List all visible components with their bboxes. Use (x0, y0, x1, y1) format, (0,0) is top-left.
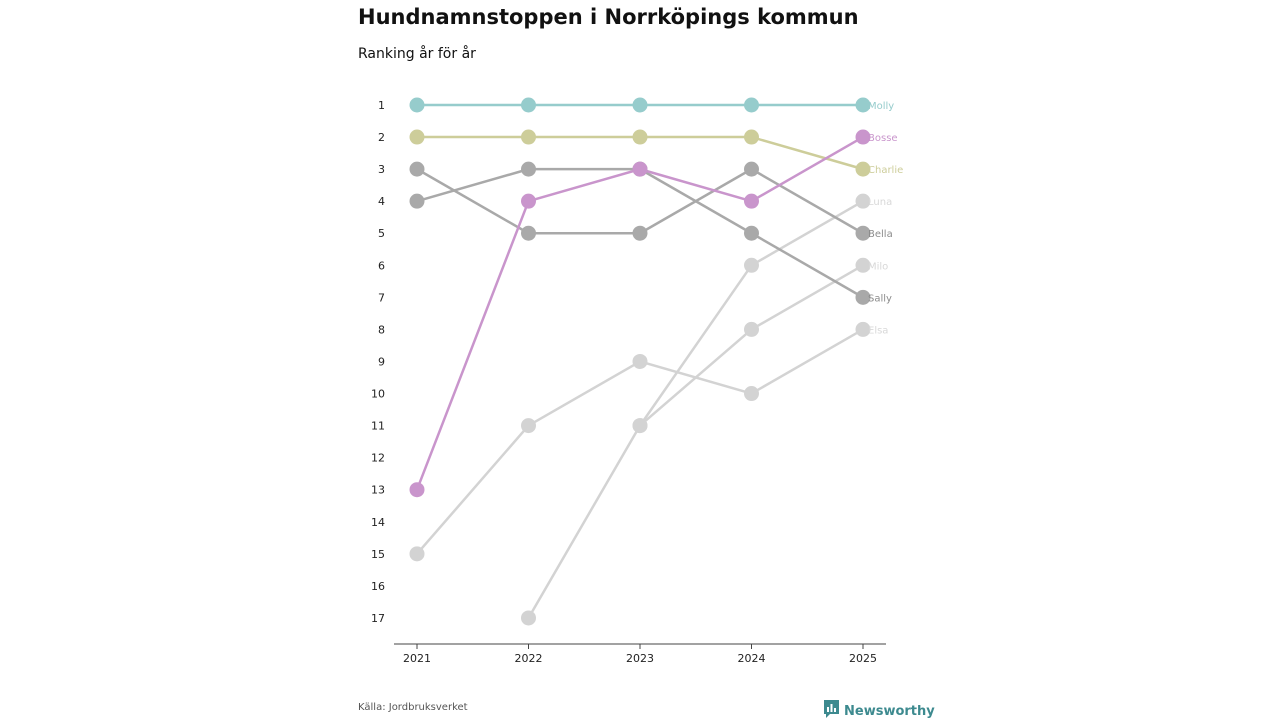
y-tick-label: 9 (378, 355, 385, 368)
data-point-milo (632, 418, 648, 434)
data-point-sally (855, 225, 871, 241)
data-point-bosse (632, 161, 648, 177)
data-point-bosse (744, 193, 759, 209)
series-label-milo: Milo (868, 261, 888, 272)
y-tick-label: 12 (371, 452, 385, 465)
y-tick-label: 10 (371, 388, 385, 401)
data-point-milo (855, 257, 871, 273)
brand-name: Newsworthy (844, 703, 935, 719)
data-point-luna (521, 610, 536, 626)
data-point-molly (744, 97, 759, 113)
data-point-luna (744, 257, 759, 273)
series-points (409, 97, 871, 626)
series-label-luna: Luna (868, 197, 892, 208)
data-point-molly (521, 97, 536, 113)
data-point-bosse (855, 129, 871, 145)
data-point-molly (632, 97, 648, 113)
data-point-bosse (409, 482, 425, 498)
chart-subtitle: Ranking år för år (358, 46, 476, 62)
data-point-elsa (855, 321, 871, 337)
data-point-charlie (521, 129, 536, 145)
y-tick-label: 15 (371, 548, 385, 561)
series-line-luna (527, 200, 864, 619)
series-end-labels: Molly Bosse Charlie Luna Bella Milo Sally Elsa (868, 101, 903, 336)
data-point-bella (521, 161, 536, 177)
series-label-bosse: Bosse (868, 133, 898, 144)
data-point-charlie (632, 129, 648, 145)
x-axis-ticks: 2021 2022 2023 2024 2025 (403, 644, 877, 665)
y-tick-label: 7 (378, 291, 385, 304)
x-tick-label: 2023 (626, 652, 654, 665)
y-tick-label: 6 (378, 259, 385, 272)
y-tick-label: 13 (371, 484, 385, 497)
series-line-bosse (415, 135, 864, 491)
data-point-elsa (744, 386, 759, 402)
x-tick-label: 2022 (515, 652, 543, 665)
y-tick-label: 5 (378, 227, 385, 240)
y-tick-label: 1 (378, 99, 385, 112)
y-tick-label: 3 (378, 163, 385, 176)
data-point-molly (855, 97, 871, 113)
data-point-elsa (521, 418, 536, 434)
data-point-bella (744, 225, 759, 241)
y-tick-label: 2 (378, 131, 385, 144)
series-label-elsa: Elsa (868, 325, 888, 336)
y-tick-label: 4 (378, 195, 385, 208)
x-tick-label: 2021 (403, 652, 431, 665)
data-point-sally (632, 225, 648, 241)
data-point-milo (744, 321, 759, 337)
data-point-molly (409, 97, 425, 113)
series-label-sally: Sally (868, 293, 892, 304)
data-point-charlie (409, 129, 425, 145)
series-line-milo (639, 264, 864, 427)
y-tick-label: 16 (371, 580, 385, 593)
data-point-bella (409, 193, 425, 209)
series-line-sally (416, 167, 864, 235)
series-label-molly: Molly (868, 101, 894, 112)
data-point-charlie (744, 129, 759, 145)
data-point-elsa (632, 353, 648, 369)
series-label-bella: Bella (868, 229, 893, 240)
data-point-luna (855, 193, 871, 209)
x-tick-label: 2024 (738, 652, 766, 665)
data-point-elsa (409, 546, 425, 562)
data-point-charlie (855, 161, 871, 177)
series-label-charlie: Charlie (868, 165, 903, 176)
y-tick-label: 11 (371, 420, 385, 433)
chart-title: Hundnamnstoppen i Norrköpings kommun (358, 5, 859, 29)
y-tick-label: 8 (378, 323, 385, 336)
data-point-sally (409, 161, 425, 177)
source-note: Källa: Jordbruksverket (358, 702, 468, 713)
data-point-sally (744, 161, 759, 177)
y-tick-label: 14 (371, 516, 385, 529)
brand-logo: Newsworthy (823, 699, 935, 723)
data-point-bella (855, 289, 871, 305)
data-point-sally (521, 225, 536, 241)
x-tick-label: 2025 (849, 652, 877, 665)
y-tick-label: 17 (371, 612, 385, 625)
data-point-bosse (521, 193, 536, 209)
bar-chart-icon (823, 699, 840, 723)
